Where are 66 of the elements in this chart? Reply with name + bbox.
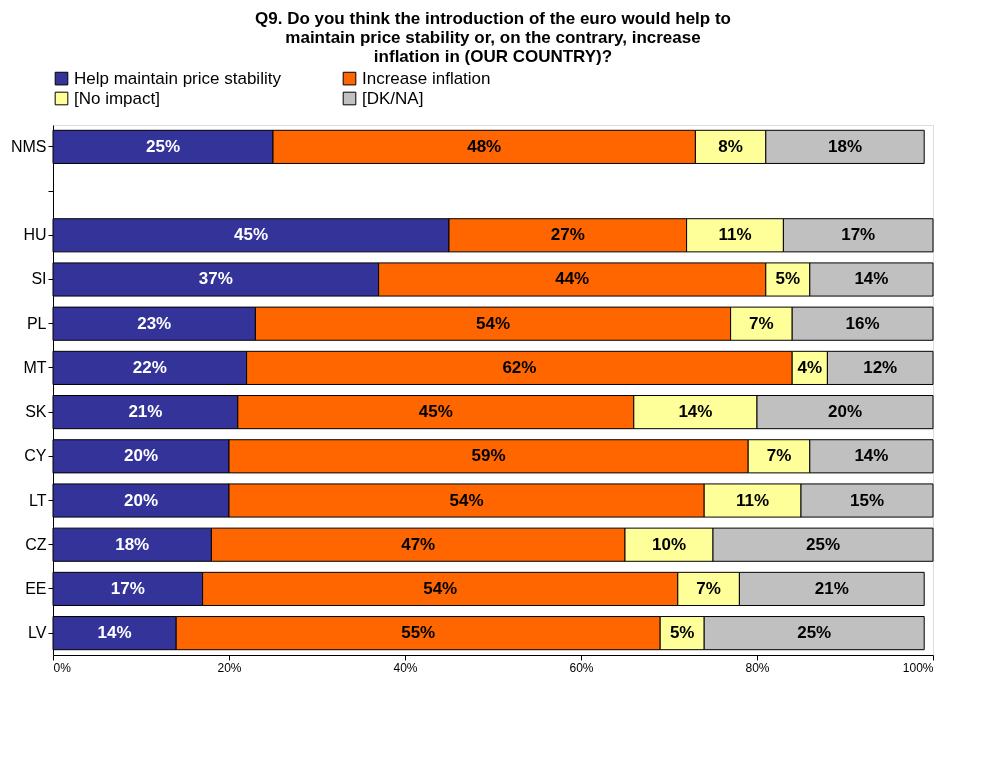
data-label: 17% <box>110 578 145 598</box>
x-tick-label: 100% <box>902 660 934 675</box>
data-label: 27% <box>550 225 585 245</box>
data-label: 11% <box>736 490 770 510</box>
data-label: 20% <box>827 402 863 422</box>
data-label: 20% <box>123 490 159 510</box>
data-label: 22% <box>132 357 167 377</box>
y-tick-label: LV <box>28 624 47 642</box>
data-label: 14% <box>854 446 889 466</box>
data-label: 4% <box>797 357 823 377</box>
data-label: 47% <box>401 534 436 554</box>
data-label: 55% <box>401 623 436 643</box>
data-label: 8% <box>718 136 743 156</box>
data-label: 45% <box>418 402 453 422</box>
data-label: 54% <box>475 313 511 333</box>
data-label: 16% <box>845 313 880 333</box>
x-tick-label: 60% <box>569 660 594 675</box>
data-label: 37% <box>198 269 233 289</box>
x-tick-label: 80% <box>745 660 770 675</box>
data-label: 7% <box>696 578 721 598</box>
legend-label: Help maintain price stability <box>74 68 282 88</box>
data-label: 21% <box>814 578 849 598</box>
chart-title: Q9. Do you think the introduction of the euro would help to maintain price stability or, on the contrary, increase inflation in (OUR COUNTRY)? <box>255 9 731 66</box>
y-tick-label: HU <box>23 226 47 244</box>
data-label: 23% <box>137 313 172 333</box>
data-label: 45% <box>233 225 269 245</box>
y-tick-label: SK <box>25 403 47 421</box>
x-tick-label: 40% <box>393 660 418 675</box>
data-label: 48% <box>467 136 502 156</box>
data-label: 7% <box>749 313 774 333</box>
data-label: 59% <box>471 446 506 466</box>
data-label: 5% <box>669 623 695 643</box>
data-label: 11% <box>718 225 752 245</box>
x-tick-label: 20% <box>217 660 242 675</box>
x-tick-label: 0% <box>53 660 72 675</box>
y-tick-label: LT <box>29 491 47 509</box>
y-tick-label: NMS <box>10 137 47 155</box>
data-label: 62% <box>502 357 537 377</box>
legend-label: Increase inflation <box>362 68 491 88</box>
data-label: 12% <box>863 357 898 377</box>
legend-label: [No impact] <box>74 88 160 108</box>
data-label: 25% <box>805 534 841 554</box>
legend-label: [DK/NA] <box>362 88 424 108</box>
data-label: 14% <box>97 623 132 643</box>
y-tick-label: MT <box>23 358 47 376</box>
data-label: 14% <box>678 402 713 422</box>
y-tick-label: SI <box>31 270 47 288</box>
y-tick-label: EE <box>25 579 47 597</box>
data-label: 18% <box>827 136 863 156</box>
data-label: 15% <box>849 490 885 510</box>
data-label: 10% <box>651 534 687 554</box>
data-label: 21% <box>128 402 163 422</box>
data-label: 5% <box>775 269 801 289</box>
data-label: 44% <box>555 269 590 289</box>
data-label: 25% <box>145 136 181 156</box>
data-label: 17% <box>841 225 876 245</box>
y-tick-label: CZ <box>25 535 47 553</box>
data-label: 20% <box>123 446 159 466</box>
y-tick-label: PL <box>26 314 47 332</box>
y-tick-label: CY <box>24 447 47 465</box>
data-label: 54% <box>423 578 458 598</box>
data-label: 14% <box>854 269 889 289</box>
data-label: 18% <box>115 534 150 554</box>
data-label: 7% <box>766 446 792 466</box>
data-label: 25% <box>797 623 832 643</box>
data-label: 54% <box>449 490 484 510</box>
